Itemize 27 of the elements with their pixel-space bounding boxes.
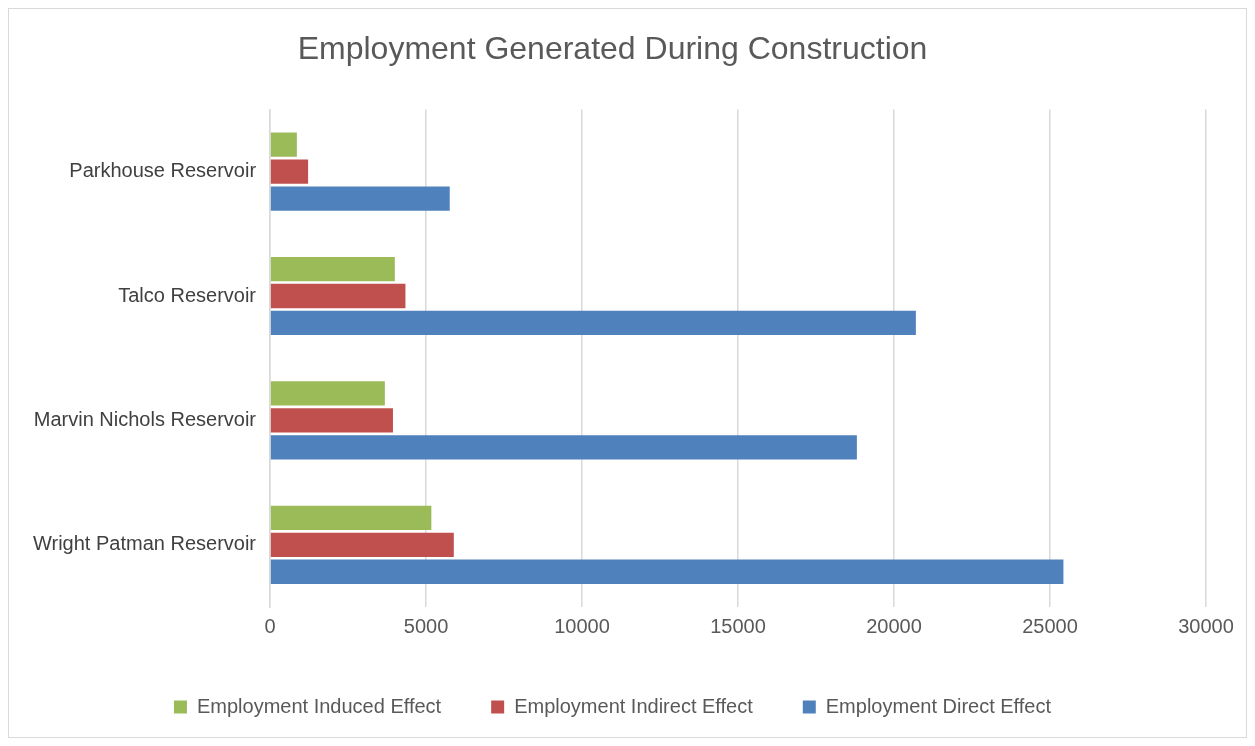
legend-label: Employment Indirect Effect [514, 694, 754, 717]
x-tick-label: 10000 [554, 614, 610, 637]
bar [270, 256, 395, 282]
x-tick-label: 15000 [710, 614, 766, 637]
y-tick-label: Wright Patman Reservoir [32, 532, 257, 555]
bar [270, 132, 297, 157]
y-tick-label: Parkhouse Reservoir [69, 159, 257, 182]
y-tick-label: Marvin Nichols Reservoir [33, 407, 257, 430]
bar [270, 381, 385, 406]
bar [270, 159, 309, 184]
x-tick-label: 5000 [403, 614, 449, 637]
x-tick-label: 20000 [866, 614, 922, 637]
bar [270, 283, 406, 309]
bar [270, 310, 916, 336]
y-tick-label: Talco Reservoir [118, 283, 257, 306]
x-tick-label: 25000 [1022, 614, 1078, 637]
bar [270, 505, 432, 530]
bar [270, 435, 857, 460]
x-tick-label: 0 [264, 614, 276, 637]
x-tick-label: 30000 [1178, 614, 1234, 637]
chart-title: Employment Generated During Construction [297, 30, 928, 67]
bar [270, 186, 450, 211]
legend-label: Employment Induced Effect [196, 694, 442, 717]
bar [270, 532, 454, 557]
legend-label: Employment Direct Effect [825, 694, 1052, 717]
bar [270, 408, 393, 433]
bar [270, 559, 1064, 584]
